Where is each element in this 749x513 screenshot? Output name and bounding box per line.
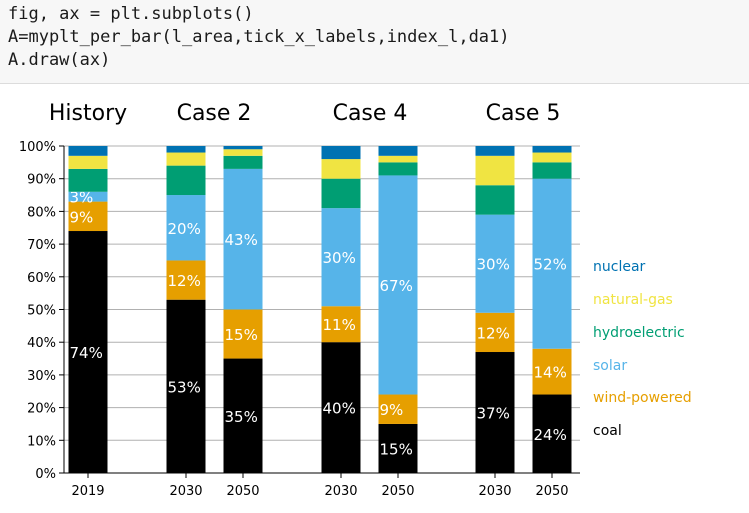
group-title: Case 4	[333, 101, 408, 126]
x-tick-label: 2050	[381, 484, 414, 499]
bar-segment-natural-gas	[378, 155, 418, 163]
bar-segment-solar	[321, 208, 361, 307]
data-label: 30%	[477, 256, 510, 274]
data-label: 9%	[70, 208, 94, 226]
output-area: 0% 10% 20% 30% 40% 50% 60% 70% 80% 90% 100% 74% 9% 3%…	[0, 84, 749, 509]
bar-segment-coal	[378, 423, 418, 473]
code-line-3: A.draw(ax)	[8, 50, 111, 70]
bar-segment-nuclear	[223, 146, 263, 150]
x-tick-label: 2050	[535, 484, 568, 499]
y-tick-label: 80%	[27, 205, 56, 220]
data-label: 53%	[168, 378, 201, 396]
bar-segment-natural-gas	[532, 152, 572, 163]
bar-segment-hydroelectric	[68, 168, 108, 192]
x-tick-label: 2030	[169, 484, 202, 499]
bar-segment-solar	[378, 175, 418, 395]
data-label: 3%	[70, 189, 94, 207]
y-tick-label: 90%	[27, 173, 56, 188]
bar-segment-coal	[475, 352, 515, 473]
y-tick-label: 0%	[35, 467, 56, 482]
data-label: 35%	[225, 408, 258, 426]
bar-segment-natural-gas	[475, 155, 515, 186]
data-label: 24%	[534, 426, 567, 444]
bar-segment-natural-gas	[321, 159, 361, 179]
bar-segment-wind-powered	[532, 348, 572, 395]
code-cell[interactable]: fig, ax = plt.subplots() A=myplt_per_bar…	[0, 0, 749, 84]
bar-segment-hydroelectric	[475, 185, 515, 215]
bar-segment-solar	[223, 168, 263, 310]
bar-segment-solar	[166, 195, 206, 261]
legend-item-natural-gas: natural-gas	[593, 292, 673, 308]
data-label: 9%	[380, 401, 404, 419]
y-tick-label: 70%	[27, 238, 56, 253]
bar-segment-natural-gas	[166, 152, 206, 166]
y-tick-label: 10%	[27, 434, 56, 449]
bar-segment-coal	[321, 342, 361, 473]
group-title: Case 5	[486, 101, 561, 126]
bar-segment-nuclear	[532, 146, 572, 153]
bar-segment-natural-gas	[223, 149, 263, 156]
bar-segment-nuclear	[475, 146, 515, 156]
y-tick-label: 30%	[27, 369, 56, 384]
bar-segment-hydroelectric	[532, 162, 572, 179]
y-tick-label: 40%	[27, 336, 56, 351]
bar-segment-wind-powered	[321, 306, 361, 343]
data-label: 52%	[534, 256, 567, 274]
bar-segment-solar	[68, 191, 108, 202]
data-label: 11%	[323, 316, 356, 334]
x-tick-label: 2019	[71, 484, 104, 499]
legend-item-solar: solar	[593, 358, 627, 374]
bar-segment-nuclear	[68, 146, 108, 156]
bar-segment-wind-powered	[475, 312, 515, 353]
bar-segment-solar	[475, 214, 515, 313]
legend-item-coal: coal	[593, 423, 622, 439]
bar-segment-coal	[532, 394, 572, 473]
data-label: 43%	[225, 231, 258, 249]
legend-item-hydroelectric: hydroelectric	[593, 325, 685, 341]
bar-segment-coal	[223, 358, 263, 473]
x-tick-label: 2030	[478, 484, 511, 499]
data-label: 20%	[168, 220, 201, 238]
data-label: 37%	[477, 405, 510, 423]
y-tick-label: 20%	[27, 402, 56, 417]
y-tick-label: 60%	[27, 271, 56, 286]
bar-segment-hydroelectric	[166, 165, 206, 196]
group-title: History	[49, 101, 127, 126]
bar-segment-nuclear	[321, 146, 361, 160]
data-label: 15%	[380, 440, 413, 458]
bar-segment-coal	[166, 299, 206, 473]
bar-segment-wind-powered	[378, 394, 418, 424]
bar-segment-wind-powered	[223, 309, 263, 359]
bar-segment-hydroelectric	[223, 155, 263, 169]
bar-segment-nuclear	[378, 146, 418, 156]
data-label: 15%	[225, 326, 258, 344]
legend-item-wind-powered: wind-powered	[593, 390, 692, 406]
code-line-2: A=myplt_per_bar(l_area,tick_x_labels,ind…	[8, 27, 510, 47]
x-tick-label: 2050	[226, 484, 259, 499]
bar-segment-nuclear	[166, 146, 206, 153]
data-label: 12%	[477, 324, 510, 342]
data-label: 30%	[323, 249, 356, 267]
bar-segment-hydroelectric	[378, 162, 418, 176]
y-tick-label: 100%	[19, 140, 56, 155]
data-label: 14%	[534, 364, 567, 382]
data-label: 74%	[70, 344, 103, 362]
stacked-bar-chart: 0%10%20%30%40%50%60%70%80%90%100%74%9%3%…	[19, 101, 692, 499]
data-label: 40%	[323, 400, 356, 418]
y-tick-label: 50%	[27, 304, 56, 319]
data-label: 12%	[168, 272, 201, 290]
bar-segment-natural-gas	[68, 155, 108, 169]
code-line-1: fig, ax = plt.subplots()	[8, 4, 254, 24]
bar-segment-coal	[68, 231, 108, 473]
bar-segment-wind-powered	[166, 260, 206, 300]
group-title: Case 2	[177, 101, 252, 126]
bar-segment-wind-powered	[68, 201, 108, 232]
bar-segment-solar	[532, 178, 572, 349]
bar-segment-hydroelectric	[321, 178, 361, 209]
data-label: 67%	[380, 277, 413, 295]
legend-item-nuclear: nuclear	[593, 259, 646, 275]
x-tick-label: 2030	[324, 484, 357, 499]
